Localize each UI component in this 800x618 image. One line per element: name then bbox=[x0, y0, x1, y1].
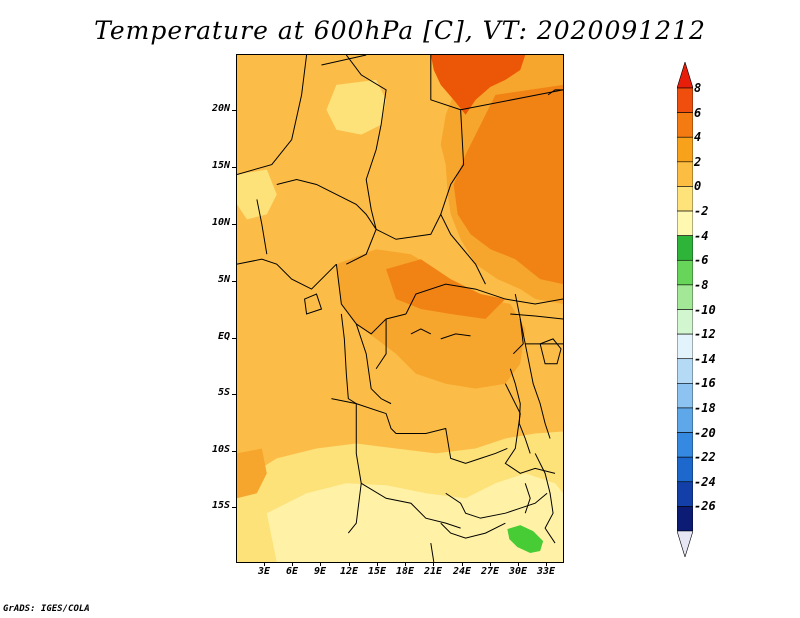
colorbar-swatch bbox=[677, 210, 693, 236]
longitude-tick bbox=[320, 562, 321, 566]
colorbar-label: -26 bbox=[694, 499, 716, 514]
colorbar-swatch bbox=[677, 407, 693, 433]
longitude-label: 6E bbox=[285, 566, 299, 577]
colorbar-swatch bbox=[677, 383, 693, 409]
colorbar-swatch bbox=[677, 87, 693, 113]
colorbar-label: -12 bbox=[694, 327, 716, 342]
colorbar-label: 4 bbox=[694, 130, 702, 145]
chart-title: Temperature at 600hPa [C], VT: 202009121… bbox=[94, 16, 706, 45]
latitude-tick bbox=[232, 338, 237, 339]
longitude-label: 21E bbox=[423, 566, 443, 577]
colorbar-swatch bbox=[677, 161, 693, 187]
colorbar-swatch bbox=[677, 358, 693, 384]
latitude-tick bbox=[232, 110, 237, 111]
latitude-label: 10N bbox=[211, 217, 230, 228]
colorbar-label: -20 bbox=[694, 425, 716, 440]
temperature-field-cold-spot bbox=[507, 525, 544, 554]
colorbar bbox=[677, 62, 693, 557]
footer-credit: GrADS: IGES/COLA bbox=[3, 604, 90, 614]
colorbar-swatch bbox=[677, 333, 693, 360]
latitude-tick bbox=[232, 394, 237, 395]
temperature-field-warm-southwest bbox=[237, 448, 267, 499]
colorbar-label: -8 bbox=[694, 277, 709, 292]
longitude-label: 30E bbox=[508, 566, 528, 577]
longitude-tick bbox=[292, 562, 293, 566]
longitude-tick bbox=[377, 562, 378, 566]
longitude-tick bbox=[405, 562, 406, 566]
latitude-label: 20N bbox=[211, 103, 230, 114]
temperature-field-hot-east bbox=[453, 84, 563, 285]
temperature-field-warm-central bbox=[336, 249, 526, 389]
colorbar-swatch bbox=[677, 284, 693, 310]
longitude-tick bbox=[349, 562, 350, 566]
colorbar-label: -4 bbox=[694, 228, 709, 243]
longitude-tick bbox=[490, 562, 491, 566]
colorbar-swatch bbox=[677, 506, 693, 532]
colorbar-swatch bbox=[677, 481, 693, 507]
longitude-label: 15E bbox=[367, 566, 387, 577]
longitude-label: 27E bbox=[480, 566, 500, 577]
colorbar-label: -10 bbox=[694, 302, 716, 317]
colorbar-swatch bbox=[677, 456, 693, 483]
latitude-label: 5S bbox=[217, 387, 230, 398]
longitude-label: 3E bbox=[257, 566, 271, 577]
latitude-tick bbox=[232, 167, 237, 168]
colorbar-label: 6 bbox=[694, 105, 702, 120]
colorbar-label: -2 bbox=[694, 204, 709, 219]
longitude-label: 24E bbox=[452, 566, 472, 577]
colorbar-swatch bbox=[677, 259, 693, 286]
colorbar-label: -22 bbox=[694, 450, 716, 465]
colorbar-swatch bbox=[677, 136, 693, 163]
temperature-field-cool-west bbox=[237, 169, 277, 220]
country-borders bbox=[237, 55, 563, 562]
longitude-tick bbox=[518, 562, 519, 566]
temperature-map bbox=[237, 55, 563, 562]
latitude-label: EQ bbox=[217, 331, 230, 342]
longitude-label: 18E bbox=[395, 566, 415, 577]
longitude-label: 9E bbox=[313, 566, 327, 577]
colorbar-label: -6 bbox=[694, 253, 709, 268]
colorbar-label: 8 bbox=[694, 81, 702, 95]
colorbar-swatch bbox=[677, 186, 693, 212]
longitude-tick bbox=[264, 562, 265, 566]
colorbar-swatch bbox=[677, 112, 693, 138]
map-panel bbox=[236, 54, 564, 563]
colorbar-swatch bbox=[677, 235, 693, 261]
colorbar-label: 0 bbox=[694, 179, 702, 194]
temperature-field-cool-north bbox=[326, 79, 387, 135]
colorbar-label: -14 bbox=[694, 351, 716, 366]
colorbar-label: 2 bbox=[694, 154, 702, 169]
colorbar-swatch bbox=[677, 309, 693, 335]
colorbar-label: -16 bbox=[694, 376, 716, 391]
temperature-field-hot-central bbox=[386, 259, 506, 319]
latitude-label: 15S bbox=[211, 500, 230, 511]
longitude-tick bbox=[462, 562, 463, 566]
colorbar-swatch bbox=[677, 530, 693, 557]
latitude-tick bbox=[232, 224, 237, 225]
colorbar-label: -18 bbox=[694, 400, 716, 415]
latitude-tick bbox=[232, 451, 237, 452]
longitude-label: 33E bbox=[536, 566, 556, 577]
colorbar-swatch bbox=[677, 432, 693, 458]
temperature-field-hottest-north bbox=[430, 55, 526, 115]
latitude-label: 10S bbox=[211, 444, 230, 455]
longitude-tick bbox=[433, 562, 434, 566]
latitude-label: 5N bbox=[217, 274, 230, 285]
colorbar-swatch bbox=[677, 62, 693, 89]
latitude-label: 15N bbox=[211, 160, 230, 171]
longitude-label: 12E bbox=[339, 566, 359, 577]
longitude-tick bbox=[546, 562, 547, 566]
latitude-tick bbox=[232, 507, 237, 508]
temperature-field-cooler-south bbox=[266, 473, 563, 562]
latitude-tick bbox=[232, 281, 237, 282]
colorbar-label: -24 bbox=[694, 474, 716, 489]
